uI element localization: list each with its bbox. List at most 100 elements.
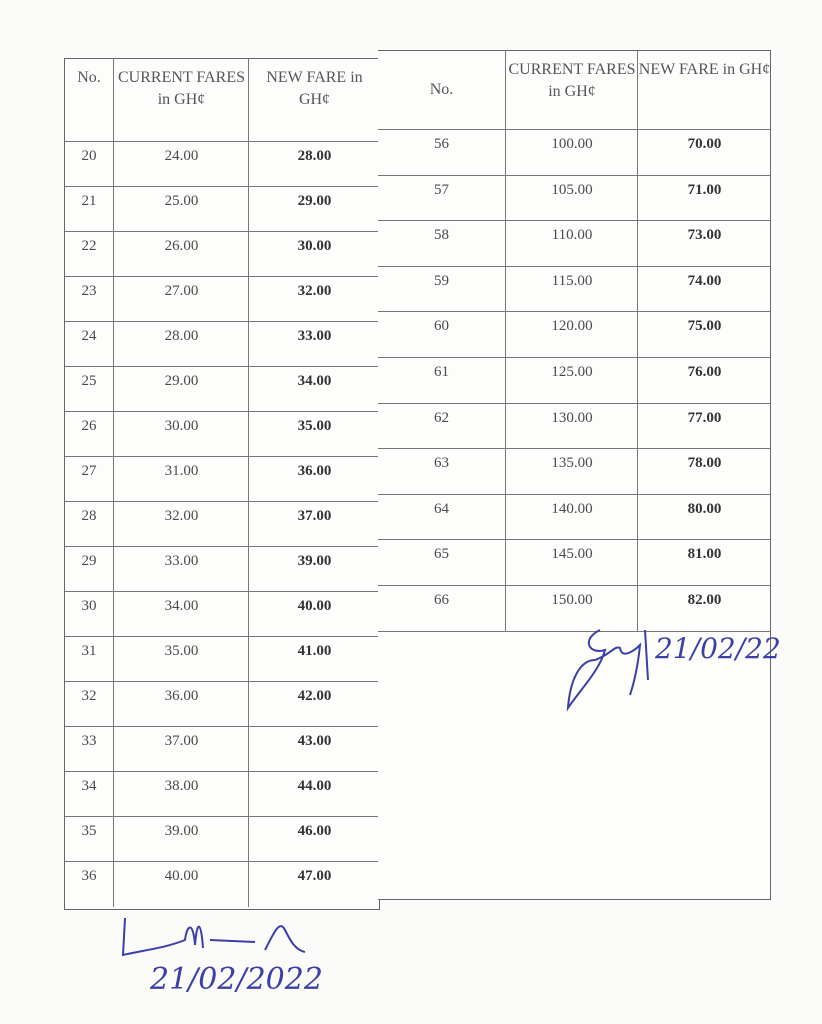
row-number: 31: [81, 643, 97, 659]
row-number: 23: [81, 283, 97, 299]
new-fare: 80.00: [637, 494, 771, 541]
current-fare: 115.00: [505, 266, 638, 313]
column-header: NEW FARE in GH¢: [637, 51, 771, 129]
row-number: 59: [434, 272, 449, 289]
current-fare: 28.00: [113, 322, 249, 367]
table-row: 63 135.00 78.00: [378, 448, 770, 495]
header-row: No. CURRENT FARES in GH¢ NEW FARE in GH¢: [65, 59, 379, 141]
table-row: 21 25.00 29.00: [65, 186, 379, 232]
table-row: 26 30.00 35.00: [65, 411, 379, 457]
table-row: 65 145.00 81.00: [378, 539, 770, 586]
current-fare: 130.00: [505, 403, 638, 450]
new-fare: 47.00: [248, 862, 380, 907]
table-row: 27 31.00 36.00: [65, 456, 379, 502]
current-fare: 32.00: [113, 502, 249, 547]
row-number: 36: [81, 868, 97, 884]
table-row: 31 35.00 41.00: [65, 636, 379, 682]
table-row: 61 125.00 76.00: [378, 357, 770, 404]
table-row: 29 33.00 39.00: [65, 546, 379, 592]
row-number: 26: [81, 418, 97, 434]
table-row: 66 150.00 82.00: [378, 585, 770, 632]
current-fare: 150.00: [505, 586, 638, 632]
current-fare: 35.00: [113, 637, 249, 682]
signature-date-bottom: 21/02/2022: [150, 962, 323, 997]
row-number: 57: [434, 181, 449, 198]
current-fare: 30.00: [113, 412, 249, 457]
current-fare: 33.00: [113, 547, 249, 592]
row-number: 35: [81, 823, 97, 839]
new-fare: 75.00: [637, 312, 771, 358]
table-row: 57 105.00 71.00: [378, 174, 770, 222]
current-fare: 110.00: [505, 221, 638, 267]
current-fare: 27.00: [113, 277, 249, 322]
new-fare: 29.00: [248, 187, 380, 232]
row-number: 62: [434, 409, 449, 426]
header-row: No. CURRENT FARES in GH¢ NEW FARE in GH¢: [378, 51, 770, 129]
current-fare: 40.00: [113, 862, 249, 907]
new-fare: 42.00: [248, 682, 380, 727]
current-fare: 145.00: [505, 540, 638, 586]
row-number: 25: [81, 373, 97, 389]
current-fare: 31.00: [113, 457, 249, 502]
new-fare: 82.00: [637, 586, 771, 632]
table-row: 36 40.00 47.00: [65, 861, 379, 907]
table-row: 56 100.00 70.00: [378, 129, 770, 176]
new-fare: 39.00: [248, 547, 380, 592]
current-fare: 38.00: [113, 772, 249, 817]
row-number: 34: [81, 778, 97, 794]
blank-area: [378, 630, 770, 899]
table-row: 62 130.00 77.00: [378, 402, 770, 450]
row-number: 56: [434, 136, 449, 152]
current-fare: 37.00: [113, 727, 249, 772]
new-fare: 41.00: [248, 637, 380, 682]
column-header: CURRENT FARES in GH¢: [113, 59, 249, 141]
row-number: 58: [434, 227, 449, 244]
current-fare: 36.00: [113, 682, 249, 727]
new-fare: 40.00: [248, 592, 380, 637]
table-row: 23 27.00 32.00: [65, 276, 379, 322]
row-number: 32: [81, 688, 97, 704]
new-fare: 74.00: [637, 266, 771, 313]
current-fare: 100.00: [505, 130, 638, 176]
column-header: CURRENT FARES in GH¢: [505, 51, 638, 129]
table-row: 33 37.00 43.00: [65, 726, 379, 772]
new-fare: 36.00: [248, 457, 380, 502]
current-fare: 26.00: [113, 232, 249, 277]
row-number: 28: [81, 508, 97, 524]
column-header: No.: [77, 69, 101, 86]
table-row: 32 36.00 42.00: [65, 681, 379, 727]
current-fare: 24.00: [113, 142, 249, 187]
new-fare: 28.00: [248, 142, 380, 187]
row-number: 29: [81, 553, 97, 569]
new-fare: 43.00: [248, 727, 380, 772]
row-number: 20: [81, 148, 97, 164]
signature-right: [566, 629, 649, 712]
table-row: 64 140.00 80.00: [378, 493, 771, 541]
table-row: 35 39.00 46.00: [65, 816, 379, 862]
new-fare: 34.00: [248, 367, 380, 412]
signature-bottom: [121, 917, 306, 957]
current-fare: 120.00: [505, 312, 638, 358]
current-fare: 140.00: [505, 494, 638, 541]
row-number: 66: [434, 592, 449, 608]
fare-table-left: No. CURRENT FARES in GH¢ NEW FARE in GH¢ 20…: [64, 58, 380, 910]
current-fare: 135.00: [505, 449, 638, 495]
new-fare: 76.00: [637, 358, 771, 404]
new-fare: 37.00: [248, 502, 380, 547]
row-number: 27: [81, 463, 97, 479]
table-row: 59 115.00 74.00: [378, 265, 771, 313]
row-number: 61: [434, 364, 449, 380]
new-fare: 46.00: [248, 817, 380, 862]
new-fare: 78.00: [637, 449, 771, 495]
row-number: 63: [434, 455, 449, 472]
row-number: 24: [81, 328, 97, 344]
table-row: 34 38.00 44.00: [65, 771, 379, 817]
new-fare: 81.00: [637, 540, 771, 586]
row-number: 60: [434, 318, 449, 335]
current-fare: 125.00: [505, 358, 638, 404]
current-fare: 39.00: [113, 817, 249, 862]
table-row: 28 32.00 37.00: [65, 501, 379, 547]
new-fare: 35.00: [248, 412, 380, 457]
new-fare: 30.00: [248, 232, 380, 277]
current-fare: 34.00: [113, 592, 249, 637]
